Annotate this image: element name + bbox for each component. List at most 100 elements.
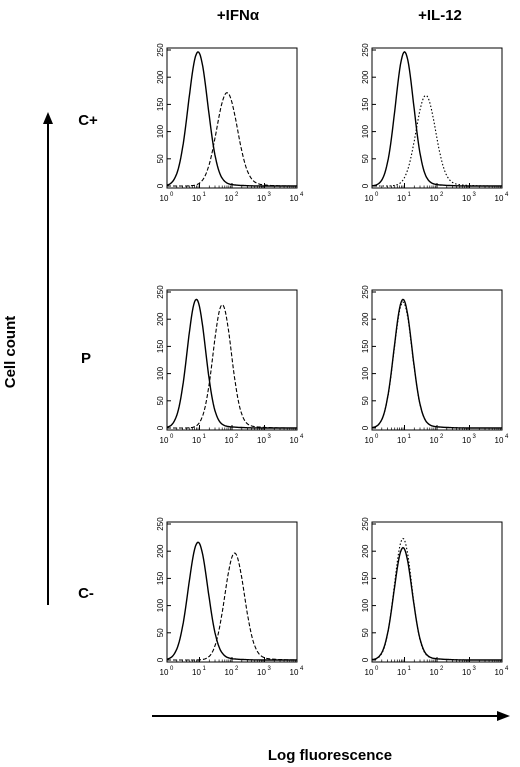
x-tick-exponent: 4 (505, 192, 509, 198)
y-axis-title: Cell count (2, 316, 19, 389)
y-tick-label: 150 (361, 571, 370, 585)
x-tick-exponent: 1 (203, 192, 207, 198)
x-tick-label: 10 (257, 194, 266, 203)
x-tick-exponent: 2 (235, 666, 239, 672)
x-tick-label: 10 (365, 668, 374, 677)
x-tick-label: 10 (225, 668, 234, 677)
y-tick-label: 0 (156, 183, 165, 188)
x-tick-exponent: 1 (408, 666, 412, 672)
x-tick-exponent: 4 (300, 666, 304, 672)
x-tick-exponent: 4 (300, 192, 304, 198)
x-tick-exponent: 2 (440, 192, 444, 198)
y-tick-label: 0 (361, 425, 370, 430)
y-tick-label: 200 (156, 544, 165, 558)
y-tick-label: 250 (361, 285, 370, 299)
y-tick-label: 50 (156, 154, 165, 163)
row-label-p: P (81, 350, 91, 367)
x-tick-label: 10 (397, 436, 406, 445)
x-tick-exponent: 0 (375, 434, 379, 440)
panel-frame (166, 521, 298, 663)
histogram-solid-series (166, 51, 297, 187)
y-tick-label: 200 (361, 70, 370, 84)
y-tick-label: 250 (156, 43, 165, 57)
y-tick-label: 50 (361, 628, 370, 637)
y-tick-label: 150 (361, 339, 370, 353)
panel-frame (371, 47, 503, 189)
x-tick-exponent: 2 (235, 192, 239, 198)
y-tick-label: 150 (361, 97, 370, 111)
row-label-c-minus: C- (78, 585, 94, 602)
y-tick-label: 0 (156, 425, 165, 430)
panel-frame (371, 521, 503, 663)
x-tick-exponent: 1 (203, 666, 207, 672)
y-tick-label: 100 (156, 366, 165, 380)
histogram-solid-series (166, 541, 297, 661)
x-tick-label: 10 (160, 436, 169, 445)
histogram-dotted-series (371, 301, 502, 429)
row-label-c-plus: C+ (78, 112, 98, 129)
x-tick-exponent: 3 (268, 434, 272, 440)
x-tick-exponent: 0 (170, 434, 174, 440)
x-tick-exponent: 1 (408, 434, 412, 440)
x-tick-label: 10 (365, 194, 374, 203)
x-tick-exponent: 2 (440, 666, 444, 672)
x-tick-exponent: 1 (408, 192, 412, 198)
x-tick-exponent: 3 (473, 666, 477, 672)
y-tick-label: 200 (156, 70, 165, 84)
x-axis-arrowhead (497, 711, 510, 721)
y-tick-label: 50 (156, 628, 165, 637)
histogram-solid-series (371, 546, 502, 661)
y-tick-label: 150 (156, 339, 165, 353)
y-tick-label: 0 (361, 183, 370, 188)
x-tick-label: 10 (160, 668, 169, 677)
x-tick-label: 10 (290, 194, 299, 203)
x-tick-label: 10 (430, 436, 439, 445)
histogram-dashed-series (167, 92, 297, 187)
x-tick-label: 10 (192, 194, 201, 203)
histogram-dotted-series (372, 94, 502, 187)
x-tick-exponent: 3 (268, 666, 272, 672)
x-tick-label: 10 (430, 668, 439, 677)
x-tick-label: 10 (397, 668, 406, 677)
y-axis-arrowhead (43, 112, 53, 124)
histogram-dashed-series (167, 304, 297, 429)
x-tick-label: 10 (160, 194, 169, 203)
x-tick-exponent: 0 (170, 666, 174, 672)
column-title-il12: +IL-12 (418, 7, 462, 24)
y-tick-label: 200 (361, 312, 370, 326)
x-tick-label: 10 (397, 194, 406, 203)
y-tick-label: 250 (361, 43, 370, 57)
y-tick-label: 0 (361, 657, 370, 662)
y-tick-label: 250 (361, 517, 370, 531)
y-tick-label: 0 (156, 657, 165, 662)
histogram-solid-series (371, 51, 502, 187)
x-tick-label: 10 (257, 668, 266, 677)
x-tick-label: 10 (192, 436, 201, 445)
y-tick-label: 100 (156, 598, 165, 612)
x-tick-exponent: 2 (235, 434, 239, 440)
x-tick-label: 10 (462, 668, 471, 677)
x-axis-title: Log fluorescence (268, 747, 392, 764)
y-tick-label: 50 (156, 396, 165, 405)
x-tick-label: 10 (462, 436, 471, 445)
y-tick-label: 50 (361, 396, 370, 405)
histogram-solid-series (371, 298, 502, 429)
x-tick-exponent: 4 (505, 666, 509, 672)
x-tick-label: 10 (225, 194, 234, 203)
x-tick-exponent: 0 (375, 666, 379, 672)
x-tick-label: 10 (290, 436, 299, 445)
y-tick-label: 200 (156, 312, 165, 326)
x-tick-exponent: 2 (440, 434, 444, 440)
x-tick-exponent: 0 (170, 192, 174, 198)
y-tick-label: 50 (361, 154, 370, 163)
x-tick-label: 10 (495, 436, 504, 445)
panel-frame (371, 289, 503, 431)
x-tick-exponent: 3 (473, 192, 477, 198)
x-tick-label: 10 (257, 436, 266, 445)
histogram-dotted-series (371, 537, 502, 661)
y-tick-label: 250 (156, 285, 165, 299)
